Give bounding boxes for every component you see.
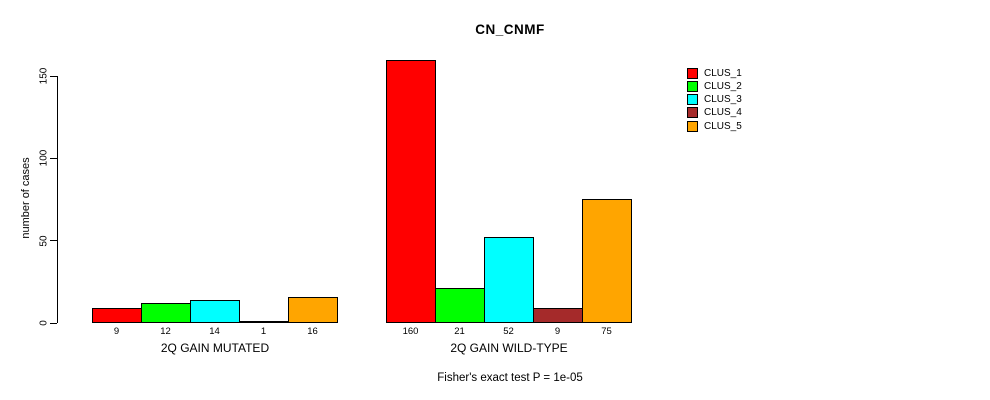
bar-clus_4-group1 xyxy=(239,321,289,323)
y-tick-mark xyxy=(50,240,57,242)
legend-swatch-icon xyxy=(687,67,698,79)
legend-item: CLUS_5 xyxy=(687,120,742,132)
annotation-text: Fisher's exact test P = 1e-05 xyxy=(437,372,583,384)
bar-value-label: 1 xyxy=(260,326,267,337)
bar-clus_2-group2 xyxy=(435,288,485,323)
chart-title: CN_CNMF xyxy=(475,22,545,37)
bar-clus_5-group1 xyxy=(288,297,338,323)
bar-value-label: 14 xyxy=(209,326,220,337)
legend-item: CLUS_2 xyxy=(687,80,742,92)
legend-swatch-icon xyxy=(687,80,698,92)
y-tick-label: 150 xyxy=(38,67,50,85)
legend-swatch-icon xyxy=(687,107,698,119)
group-label: 2Q GAIN MUTATED xyxy=(160,341,270,355)
bar-clus_3-group2 xyxy=(484,237,534,323)
legend-item: CLUS_4 xyxy=(687,107,742,119)
legend-item: CLUS_3 xyxy=(687,94,742,106)
y-tick-mark xyxy=(50,322,57,324)
legend-swatch-icon xyxy=(687,120,698,132)
y-tick-label: 0 xyxy=(38,320,50,326)
bar-value-label: 75 xyxy=(601,326,612,337)
y-tick-label: 50 xyxy=(38,235,50,247)
y-tick-mark xyxy=(50,157,57,159)
legend-label: CLUS_3 xyxy=(704,94,742,106)
bar-value-label: 9 xyxy=(554,326,561,337)
legend-swatch-icon xyxy=(687,94,698,106)
bar-value-label: 16 xyxy=(307,326,318,337)
y-tick-label: 100 xyxy=(38,149,50,167)
y-axis-label: number of cases xyxy=(20,157,32,239)
legend-label: CLUS_5 xyxy=(704,120,742,132)
bar-clus_5-group2 xyxy=(582,199,632,323)
bar-clus_4-group2 xyxy=(533,308,583,323)
group-label: 2Q GAIN WILD-TYPE xyxy=(450,341,568,355)
bar-value-label: 12 xyxy=(160,326,171,337)
bar-clus_3-group1 xyxy=(190,300,240,323)
bar-value-label: 21 xyxy=(454,326,465,337)
legend-label: CLUS_4 xyxy=(704,107,742,119)
bar-clus_2-group1 xyxy=(141,303,191,323)
y-axis-line xyxy=(57,76,58,323)
bar-clus_1-group2 xyxy=(386,60,436,323)
bar-value-label: 160 xyxy=(402,326,419,337)
legend-label: CLUS_2 xyxy=(704,80,742,92)
legend-label: CLUS_1 xyxy=(704,67,742,79)
bar-clus_1-group1 xyxy=(92,308,142,323)
y-tick-mark xyxy=(50,75,57,77)
bar-value-label: 9 xyxy=(113,326,120,337)
legend-item: CLUS_1 xyxy=(687,67,742,79)
bar-value-label: 52 xyxy=(503,326,514,337)
